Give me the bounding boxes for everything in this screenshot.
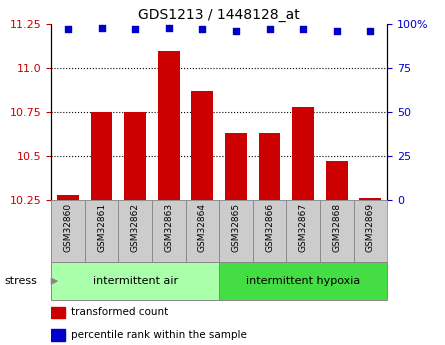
Text: intermittent air: intermittent air <box>93 276 178 286</box>
Bar <box>186 200 219 262</box>
Bar <box>91 112 113 200</box>
Text: transformed count: transformed count <box>71 307 169 317</box>
Point <box>165 25 172 30</box>
Bar <box>353 200 387 262</box>
Text: GSM32867: GSM32867 <box>299 203 307 252</box>
Bar <box>118 200 152 262</box>
Bar <box>191 91 213 200</box>
Bar <box>51 307 65 318</box>
Bar <box>253 200 287 262</box>
Point <box>132 27 139 32</box>
Text: GSM32862: GSM32862 <box>131 203 140 252</box>
Bar <box>51 329 65 341</box>
Point <box>333 28 340 34</box>
Point <box>98 25 105 30</box>
Text: stress: stress <box>4 276 37 286</box>
Bar <box>85 200 118 262</box>
Text: intermittent hypoxia: intermittent hypoxia <box>246 276 360 286</box>
Bar <box>51 200 85 262</box>
Bar <box>219 200 253 262</box>
Bar <box>158 51 180 200</box>
Text: GSM32866: GSM32866 <box>265 203 274 252</box>
Bar <box>292 107 314 200</box>
Point <box>232 28 239 34</box>
Text: percentile rank within the sample: percentile rank within the sample <box>71 330 247 340</box>
Text: GSM32860: GSM32860 <box>64 203 73 252</box>
Text: GSM32861: GSM32861 <box>97 203 106 252</box>
Text: GSM32864: GSM32864 <box>198 203 207 252</box>
Point <box>367 28 374 34</box>
Point <box>299 27 307 32</box>
Point <box>266 27 273 32</box>
Bar <box>259 133 280 200</box>
Bar <box>219 262 387 300</box>
Text: GSM32863: GSM32863 <box>164 203 173 252</box>
Bar <box>326 161 348 200</box>
Title: GDS1213 / 1448128_at: GDS1213 / 1448128_at <box>138 8 300 22</box>
Bar <box>287 200 320 262</box>
Bar <box>57 195 79 200</box>
Bar <box>124 112 146 200</box>
Bar <box>152 200 186 262</box>
Point <box>65 27 72 32</box>
Text: GSM32865: GSM32865 <box>231 203 240 252</box>
Bar <box>225 133 247 200</box>
Text: GSM32868: GSM32868 <box>332 203 341 252</box>
Bar <box>51 262 219 300</box>
Bar <box>360 198 381 200</box>
Text: GSM32869: GSM32869 <box>366 203 375 252</box>
Bar <box>320 200 354 262</box>
Point <box>199 27 206 32</box>
